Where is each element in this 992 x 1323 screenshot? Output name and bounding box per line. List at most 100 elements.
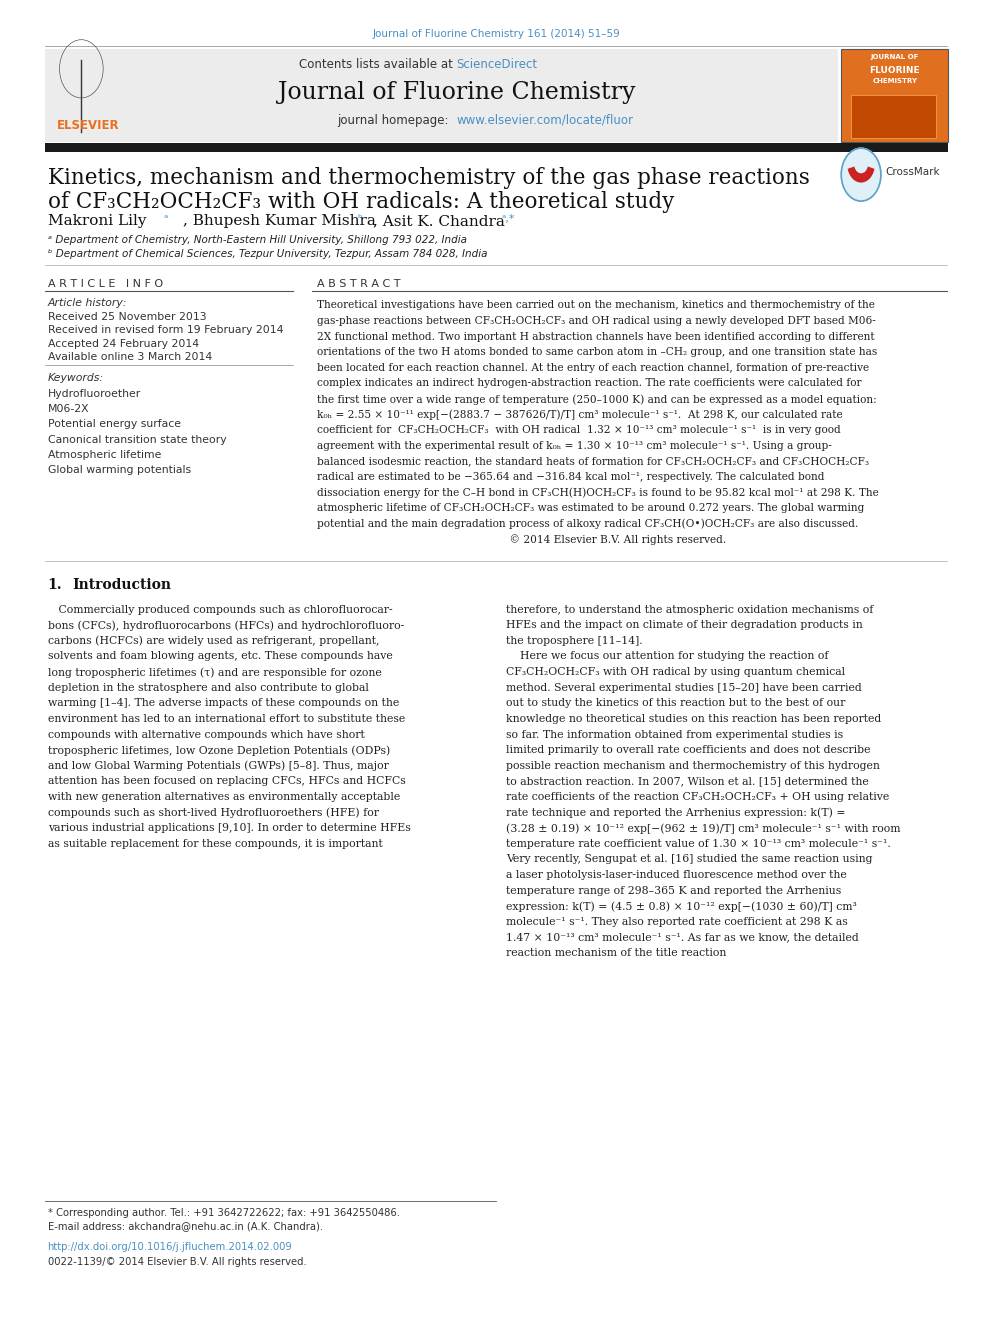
Text: warming [1–4]. The adverse impacts of these compounds on the: warming [1–4]. The adverse impacts of th… [48,699,399,708]
Text: Global warming potentials: Global warming potentials [48,464,190,475]
Text: temperature rate coefficient value of 1.30 × 10⁻¹³ cm³ molecule⁻¹ s⁻¹.: temperature rate coefficient value of 1.… [506,839,891,849]
Text: ᵃ: ᵃ [164,214,168,225]
Text: atmospheric lifetime of CF₃CH₂OCH₂CF₃ was estimated to be around 0.272 years. Th: atmospheric lifetime of CF₃CH₂OCH₂CF₃ wa… [317,503,865,513]
Text: Available online 3 March 2014: Available online 3 March 2014 [48,352,212,363]
Text: therefore, to understand the atmospheric oxidation mechanisms of: therefore, to understand the atmospheric… [506,605,873,615]
Text: A B S T R A C T: A B S T R A C T [317,279,401,290]
FancyBboxPatch shape [45,143,948,152]
Text: HFEs and the impact on climate of their degradation products in: HFEs and the impact on climate of their … [506,620,863,630]
Text: complex indicates an indirect hydrogen-abstraction reaction. The rate coefficien: complex indicates an indirect hydrogen-a… [317,378,862,389]
FancyBboxPatch shape [45,49,124,142]
Text: reaction mechanism of the title reaction: reaction mechanism of the title reaction [506,949,726,958]
Wedge shape [847,167,875,183]
Text: A R T I C L E   I N F O: A R T I C L E I N F O [48,279,163,290]
Text: JOURNAL OF: JOURNAL OF [871,54,919,61]
Text: CHEMISTRY: CHEMISTRY [872,78,918,85]
Text: compounds such as short-lived Hydrofluoroethers (HFE) for: compounds such as short-lived Hydrofluor… [48,807,379,818]
Text: Potential energy surface: Potential energy surface [48,419,181,430]
Text: Received in revised form 19 February 2014: Received in revised form 19 February 201… [48,325,283,336]
Text: www.elsevier.com/locate/fluor: www.elsevier.com/locate/fluor [456,114,633,127]
Text: long tropospheric lifetimes (τ) and are responsible for ozone: long tropospheric lifetimes (τ) and are … [48,667,381,677]
Text: Commercially produced compounds such as chlorofluorocar-: Commercially produced compounds such as … [48,605,392,615]
Text: M06-2X: M06-2X [48,405,89,414]
Text: orientations of the two H atoms bonded to same carbon atom in –CH₂ group, and on: orientations of the two H atoms bonded t… [317,347,878,357]
Text: Received 25 November 2013: Received 25 November 2013 [48,312,206,323]
Text: 1.: 1. [48,578,62,593]
Text: so far. The information obtained from experimental studies is: so far. The information obtained from ex… [506,729,843,740]
Text: Accepted 24 February 2014: Accepted 24 February 2014 [48,339,198,349]
Text: balanced isodesmic reaction, the standard heats of formation for CF₃CH₂OCH₂CF₃ a: balanced isodesmic reaction, the standar… [317,456,870,467]
Text: ᵇ: ᵇ [357,214,362,225]
Text: the first time over a wide range of temperature (250–1000 K) and can be expresse: the first time over a wide range of temp… [317,394,877,405]
Text: method. Several experimental studies [15–20] have been carried: method. Several experimental studies [15… [506,683,862,693]
Text: radical are estimated to be −365.64 and −316.84 kcal mol⁻¹, respectively. The ca: radical are estimated to be −365.64 and … [317,472,825,482]
Text: knowledge no theoretical studies on this reaction has been reported: knowledge no theoretical studies on this… [506,714,881,724]
Text: ᵃ,*: ᵃ,* [502,214,516,225]
FancyBboxPatch shape [851,95,936,138]
Text: compounds with alternative compounds which have short: compounds with alternative compounds whi… [48,729,364,740]
Text: E-mail address: akchandra@nehu.ac.in (A.K. Chandra).: E-mail address: akchandra@nehu.ac.in (A.… [48,1221,322,1232]
Text: dissociation energy for the C–H bond in CF₃CH(H)OCH₂CF₃ is found to be 95.82 kca: dissociation energy for the C–H bond in … [317,488,879,499]
Text: a laser photolysis-laser-induced fluorescence method over the: a laser photolysis-laser-induced fluores… [506,871,846,880]
Text: Atmospheric lifetime: Atmospheric lifetime [48,450,161,460]
Text: the troposphere [11–14].: the troposphere [11–14]. [506,636,643,646]
Text: http://dx.doi.org/10.1016/j.jfluchem.2014.02.009: http://dx.doi.org/10.1016/j.jfluchem.201… [48,1242,293,1253]
Text: depletion in the stratosphere and also contribute to global: depletion in the stratosphere and also c… [48,683,368,693]
Text: Canonical transition state theory: Canonical transition state theory [48,434,226,445]
Circle shape [841,148,881,201]
Text: 1.47 × 10⁻¹³ cm³ molecule⁻¹ s⁻¹. As far as we know, the detailed: 1.47 × 10⁻¹³ cm³ molecule⁻¹ s⁻¹. As far … [506,933,859,942]
Text: * Corresponding author. Tel.: +91 3642722622; fax: +91 3642550486.: * Corresponding author. Tel.: +91 364272… [48,1208,400,1218]
Text: with new generation alternatives as environmentally acceptable: with new generation alternatives as envi… [48,792,400,802]
Text: limited primarily to overall rate coefficients and does not describe: limited primarily to overall rate coeffi… [506,745,870,755]
Text: CrossMark: CrossMark [886,167,940,177]
Text: carbons (HCFCs) are widely used as refrigerant, propellant,: carbons (HCFCs) are widely used as refri… [48,636,379,647]
Text: and low Global Warming Potentials (GWPs) [5–8]. Thus, major: and low Global Warming Potentials (GWPs)… [48,761,389,771]
Text: (3.28 ± 0.19) × 10⁻¹² exp[−(962 ± 19)/T] cm³ molecule⁻¹ s⁻¹ with room: (3.28 ± 0.19) × 10⁻¹² exp[−(962 ± 19)/T]… [506,823,901,833]
Text: temperature range of 298–365 K and reported the Arrhenius: temperature range of 298–365 K and repor… [506,885,841,896]
Text: possible reaction mechanism and thermochemistry of this hydrogen: possible reaction mechanism and thermoch… [506,761,880,771]
Text: molecule⁻¹ s⁻¹. They also reported rate coefficient at 298 K as: molecule⁻¹ s⁻¹. They also reported rate … [506,917,848,927]
Text: Very recently, Sengupat et al. [16] studied the same reaction using: Very recently, Sengupat et al. [16] stud… [506,855,872,864]
Text: k₀ₕ = 2.55 × 10⁻¹¹ exp[−(2883.7 − 387626/T)/T] cm³ molecule⁻¹ s⁻¹.  At 298 K, ou: k₀ₕ = 2.55 × 10⁻¹¹ exp[−(2883.7 − 387626… [317,410,843,421]
Text: Journal of Fluorine Chemistry: Journal of Fluorine Chemistry [278,81,635,103]
Text: Makroni Lily: Makroni Lily [48,214,146,229]
Text: Hydrofluoroether: Hydrofluoroether [48,389,141,400]
Text: ᵃ Department of Chemistry, North-Eastern Hill University, Shillong 793 022, Indi: ᵃ Department of Chemistry, North-Eastern… [48,235,466,246]
Text: environment has led to an international effort to substitute these: environment has led to an international … [48,714,405,724]
Text: Journal of Fluorine Chemistry 161 (2014) 51–59: Journal of Fluorine Chemistry 161 (2014)… [372,29,620,40]
Text: , Bhupesh Kumar Mishra: , Bhupesh Kumar Mishra [183,214,375,229]
Text: FLUORINE: FLUORINE [869,66,921,75]
Text: 2X functional method. Two important H abstraction channels have been identified : 2X functional method. Two important H ab… [317,332,875,341]
Text: ScienceDirect: ScienceDirect [456,58,538,71]
Text: been located for each reaction channel. At the entry of each reaction channel, f: been located for each reaction channel. … [317,363,870,373]
Text: Kinetics, mechanism and thermochemistry of the gas phase reactions: Kinetics, mechanism and thermochemistry … [48,167,809,189]
Text: rate technique and reported the Arrhenius expression: k(T) =: rate technique and reported the Arrheniu… [506,807,845,818]
Text: bons (CFCs), hydrofluorocarbons (HFCs) and hydrochlorofluoro-: bons (CFCs), hydrofluorocarbons (HFCs) a… [48,620,404,631]
Text: of CF₃CH₂OCH₂CF₃ with OH radicals: A theoretical study: of CF₃CH₂OCH₂CF₃ with OH radicals: A the… [48,191,674,213]
FancyBboxPatch shape [841,49,948,142]
Text: to abstraction reaction. In 2007, Wilson et al. [15] determined the: to abstraction reaction. In 2007, Wilson… [506,777,869,786]
Text: ᵇ Department of Chemical Sciences, Tezpur University, Tezpur, Assam 784 028, Ind: ᵇ Department of Chemical Sciences, Tezpu… [48,249,487,259]
Text: expression: k(T) = (4.5 ± 0.8) × 10⁻¹² exp[−(1030 ± 60)/T] cm³: expression: k(T) = (4.5 ± 0.8) × 10⁻¹² e… [506,901,857,912]
Text: Theoretical investigations have been carried out on the mechanism, kinetics and : Theoretical investigations have been car… [317,300,875,311]
Text: © 2014 Elsevier B.V. All rights reserved.: © 2014 Elsevier B.V. All rights reserved… [317,534,727,545]
Text: Keywords:: Keywords: [48,373,103,384]
Text: as suitable replacement for these compounds, it is important: as suitable replacement for these compou… [48,839,382,849]
Text: Contents lists available at: Contents lists available at [299,58,456,71]
Text: tropospheric lifetimes, low Ozone Depletion Potentials (ODPs): tropospheric lifetimes, low Ozone Deplet… [48,745,390,755]
Text: potential and the main degradation process of alkoxy radical CF₃CH(O•)OCH₂CF₃ ar: potential and the main degradation proce… [317,519,859,529]
Text: gas-phase reactions between CF₃CH₂OCH₂CF₃ and OH radical using a newly developed: gas-phase reactions between CF₃CH₂OCH₂CF… [317,316,876,325]
Text: Article history:: Article history: [48,298,127,308]
Text: CF₃CH₂OCH₂CF₃ with OH radical by using quantum chemical: CF₃CH₂OCH₂CF₃ with OH radical by using q… [506,667,845,677]
Text: out to study the kinetics of this reaction but to the best of our: out to study the kinetics of this reacti… [506,699,845,708]
Text: ELSEVIER: ELSEVIER [57,119,119,132]
Text: agreement with the experimental result of k₀ₕ = 1.30 × 10⁻¹³ cm³ molecule⁻¹ s⁻¹.: agreement with the experimental result o… [317,441,832,451]
Text: 0022-1139/© 2014 Elsevier B.V. All rights reserved.: 0022-1139/© 2014 Elsevier B.V. All right… [48,1257,307,1267]
Text: rate coefficients of the reaction CF₃CH₂OCH₂CF₃ + OH using relative: rate coefficients of the reaction CF₃CH₂… [506,792,889,802]
FancyBboxPatch shape [74,49,838,142]
Text: attention has been focused on replacing CFCs, HFCs and HCFCs: attention has been focused on replacing … [48,777,406,786]
Text: Here we focus our attention for studying the reaction of: Here we focus our attention for studying… [506,651,828,662]
Text: Introduction: Introduction [72,578,172,593]
Text: coefficient for  CF₃CH₂OCH₂CF₃  with OH radical  1.32 × 10⁻¹³ cm³ molecule⁻¹ s⁻¹: coefficient for CF₃CH₂OCH₂CF₃ with OH ra… [317,425,841,435]
Text: journal homepage:: journal homepage: [337,114,456,127]
